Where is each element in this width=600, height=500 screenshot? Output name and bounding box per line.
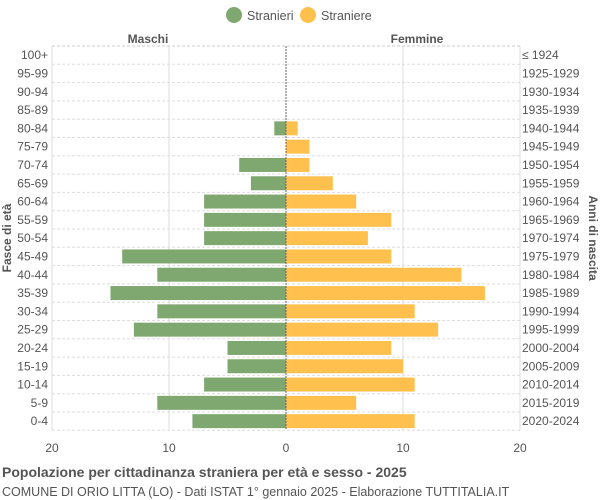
legend-label-stranieri: Stranieri bbox=[247, 9, 294, 23]
birth-year-label: 1960-1964 bbox=[522, 195, 580, 209]
bar-male bbox=[250, 176, 286, 191]
bar-female bbox=[286, 139, 310, 154]
age-label: 30-34 bbox=[17, 304, 48, 318]
age-label: 20-24 bbox=[17, 341, 48, 355]
birth-year-label: 1950-1954 bbox=[522, 158, 580, 172]
age-label: 70-74 bbox=[17, 158, 48, 172]
birth-year-label: 1930-1934 bbox=[522, 85, 580, 99]
bar-male bbox=[204, 212, 286, 227]
x-tick-label: 0 bbox=[283, 441, 290, 455]
bar-male bbox=[239, 157, 286, 172]
bar-male bbox=[133, 322, 286, 337]
birth-year-label: 2020-2024 bbox=[522, 414, 580, 428]
age-label: 25-29 bbox=[17, 323, 48, 337]
bar-female bbox=[286, 304, 415, 319]
age-label: 80-84 bbox=[17, 121, 48, 135]
age-label: 90-94 bbox=[17, 85, 48, 99]
birth-year-label: 1925-1929 bbox=[522, 66, 580, 80]
x-tick-label: 20 bbox=[513, 441, 527, 455]
bar-male bbox=[157, 395, 286, 410]
age-label: 75-79 bbox=[17, 140, 48, 154]
age-label: 100+ bbox=[21, 48, 48, 62]
bar-male bbox=[204, 377, 286, 392]
birth-year-label: 1965-1969 bbox=[522, 213, 580, 227]
bar-male bbox=[192, 414, 286, 429]
birth-year-label: 1975-1979 bbox=[522, 249, 580, 263]
age-label: 50-54 bbox=[17, 231, 48, 245]
chart-subtitle: COMUNE DI ORIO LITTA (LO) - Dati ISTAT 1… bbox=[2, 485, 510, 499]
bar-female bbox=[286, 212, 392, 227]
age-label: 0-4 bbox=[31, 414, 49, 428]
bar-female bbox=[286, 377, 415, 392]
birth-year-label: ≤ 1924 bbox=[522, 48, 559, 62]
birth-year-label: 2010-2014 bbox=[522, 378, 580, 392]
bar-female bbox=[286, 340, 392, 355]
pyramid-chart: 20 10 0 10 20 100+ ≤ 1924 95-99 1925-1929 90-94 19… bbox=[0, 7, 600, 455]
bar-male bbox=[110, 286, 286, 301]
bar-female bbox=[286, 322, 439, 337]
birth-year-label: 1985-1989 bbox=[522, 286, 580, 300]
birth-year-label: 1970-1974 bbox=[522, 231, 580, 245]
birth-year-label: 1955-1959 bbox=[522, 176, 580, 190]
birth-year-label: 2005-2009 bbox=[522, 359, 580, 373]
y-axis-label: Fasce di età bbox=[0, 203, 14, 272]
bar-female bbox=[286, 267, 462, 282]
birth-year-label: 1940-1944 bbox=[522, 121, 580, 135]
birth-year-label: 2000-2004 bbox=[522, 341, 580, 355]
bar-female bbox=[286, 194, 357, 209]
bar-female bbox=[286, 286, 485, 301]
bar-female bbox=[286, 359, 403, 374]
age-label: 35-39 bbox=[17, 286, 48, 300]
bar-female bbox=[286, 395, 357, 410]
birth-year-label: 2015-2019 bbox=[522, 396, 580, 410]
age-label: 10-14 bbox=[17, 378, 48, 392]
bar-male bbox=[204, 194, 286, 209]
bar-female bbox=[286, 231, 368, 246]
legend-marker-straniere bbox=[300, 7, 316, 23]
age-label: 45-49 bbox=[17, 249, 48, 263]
bar-male bbox=[157, 304, 286, 319]
age-label: 15-19 bbox=[17, 359, 48, 373]
left-header: Maschi bbox=[128, 32, 169, 46]
age-label: 65-69 bbox=[17, 176, 48, 190]
right-header: Femmine bbox=[391, 32, 444, 46]
age-label: 60-64 bbox=[17, 195, 48, 209]
bar-male bbox=[157, 267, 286, 282]
y-axis-label-right: Anni di nascita bbox=[586, 195, 600, 281]
bar-male bbox=[122, 249, 286, 264]
birth-year-label: 1990-1994 bbox=[522, 304, 580, 318]
age-label: 40-44 bbox=[17, 268, 48, 282]
chart-title: Popolazione per cittadinanza straniera p… bbox=[2, 464, 407, 480]
birth-year-label: 1935-1939 bbox=[522, 103, 580, 117]
bar-male bbox=[204, 231, 286, 246]
age-label: 95-99 bbox=[17, 66, 48, 80]
x-tick-label: 20 bbox=[45, 441, 59, 455]
birth-year-label: 1945-1949 bbox=[522, 140, 580, 154]
bar-female bbox=[286, 157, 310, 172]
age-label: 85-89 bbox=[17, 103, 48, 117]
x-tick-label: 10 bbox=[162, 441, 176, 455]
legend-label-straniere: Straniere bbox=[321, 9, 372, 23]
bar-female bbox=[286, 414, 415, 429]
age-label: 55-59 bbox=[17, 213, 48, 227]
bar-male bbox=[227, 359, 286, 374]
birth-year-label: 1995-1999 bbox=[522, 323, 580, 337]
x-tick-label: 10 bbox=[396, 441, 410, 455]
bar-female bbox=[286, 176, 333, 191]
bar-male bbox=[274, 121, 286, 136]
bar-male bbox=[227, 340, 286, 355]
age-label: 5-9 bbox=[31, 396, 49, 410]
legend-marker-stranieri bbox=[226, 7, 242, 23]
birth-year-label: 1980-1984 bbox=[522, 268, 580, 282]
bar-female bbox=[286, 121, 298, 136]
bar-female bbox=[286, 249, 392, 264]
